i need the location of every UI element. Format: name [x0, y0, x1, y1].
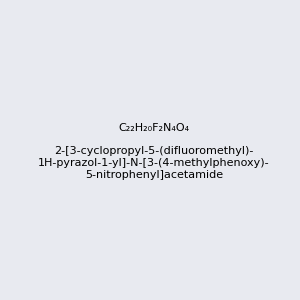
Text: C₂₂H₂₀F₂N₄O₄

2-[3-cyclopropyl-5-(difluoromethyl)-
1H-pyrazol-1-yl]-N-[3-(4-meth: C₂₂H₂₀F₂N₄O₄ 2-[3-cyclopropyl-5-(difluor…	[38, 123, 270, 180]
